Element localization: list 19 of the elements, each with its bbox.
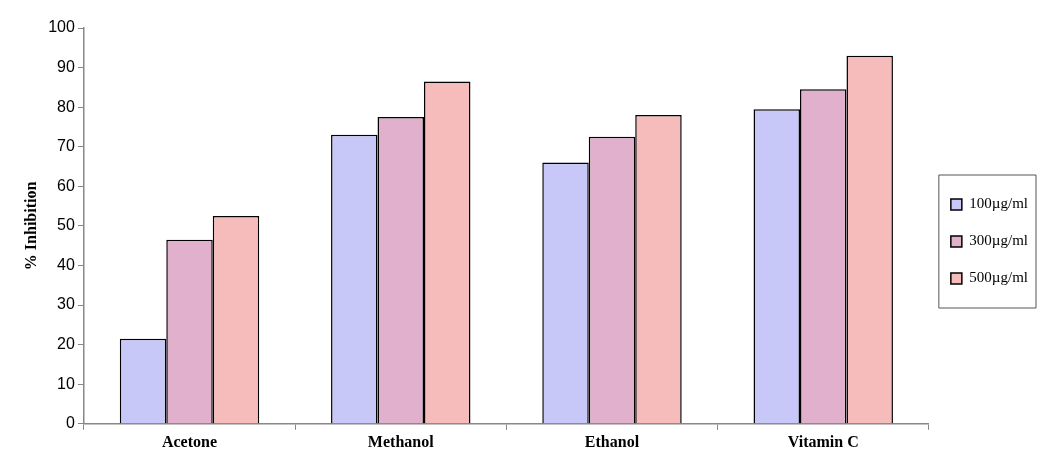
legend-label: 500µg/ml: [969, 269, 1029, 286]
y-tick-label: 50: [57, 216, 75, 234]
y-tick-label: 20: [57, 335, 75, 353]
y-tick-label: 40: [57, 255, 75, 273]
x-tick-label: Methanol: [367, 432, 435, 450]
legend-label: 100µg/ml: [969, 195, 1029, 212]
y-axis-title: % Inhibition: [21, 181, 39, 271]
y-tick-label: 60: [57, 176, 75, 194]
x-tick-label: Ethanol: [584, 432, 640, 450]
x-tick-label: Vitamin C: [787, 432, 859, 450]
y-tick-label: 0: [65, 414, 75, 432]
legend-label: 300µg/ml: [969, 232, 1029, 249]
y-tick-label: 30: [57, 295, 75, 313]
y-tick-label: 100: [48, 18, 75, 36]
y-tick-label: 70: [57, 137, 75, 155]
y-tick-label: 10: [57, 374, 75, 392]
x-tick-label: Acetone: [161, 432, 218, 450]
y-tick-label: 90: [57, 57, 75, 75]
y-tick-label: 80: [57, 97, 75, 115]
